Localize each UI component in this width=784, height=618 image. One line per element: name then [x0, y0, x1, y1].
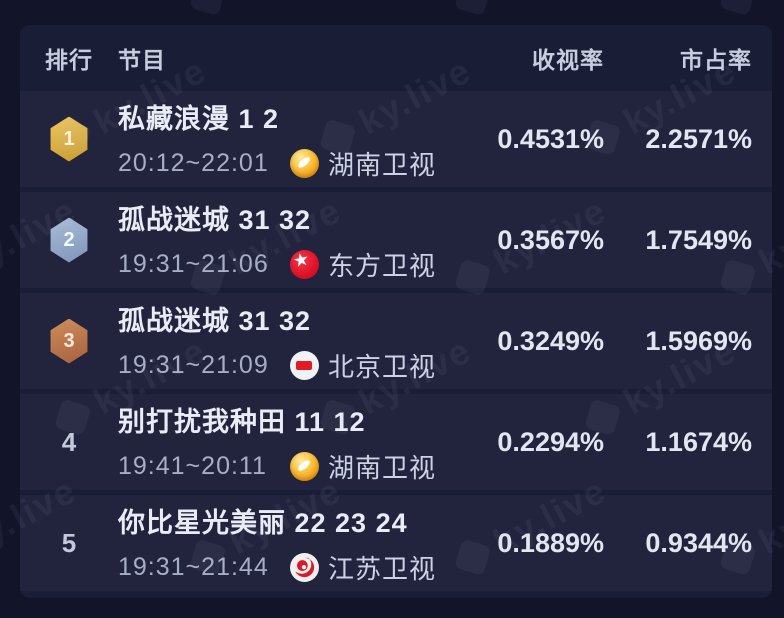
program-title: 别打扰我种田 11 12: [118, 406, 366, 437]
channel-name: 江苏卫视: [328, 553, 437, 584]
table-row[interactable]: 5 你比星光美丽 22 23 24 19:31~21:44 江苏卫视: [20, 495, 772, 591]
watermark-text: ky.live: [87, 609, 214, 618]
ky-live-diamond-icon: [454, 0, 492, 17]
program-cell: 私藏浪漫 1 2 20:12~22:01 湖南卫视: [102, 97, 454, 182]
channel-name: 湖南卫视: [328, 149, 437, 180]
watermark-text: ky.live: [0, 0, 84, 3]
table-row[interactable]: 4 别打扰我种田 11 12 19:41~20:11 湖南卫视 0.2294% …: [20, 394, 772, 490]
watermark-text: ky.live: [222, 0, 349, 3]
program-cell: 你比星光美丽 22 23 24 19:31~21:44 江苏卫视: [102, 501, 454, 586]
channel: 江苏卫视: [290, 549, 436, 586]
program-cell: 孤战迷城 31 32 19:31~21:09 北京卫视: [102, 299, 454, 384]
broadcast-time: 19:31~21:09: [118, 350, 269, 379]
watermark-item: ky.live: [715, 0, 784, 23]
rank-number: 5: [61, 527, 77, 558]
column-header-rating: 收视率: [532, 47, 604, 73]
watermark-item: ky.live: [0, 0, 84, 23]
channel: ★ 东方卫视: [290, 246, 436, 283]
rank-badge-silver: 2: [50, 217, 88, 263]
ratings-panel: 排行 节目 收视率 市占率 1 私藏浪漫 1 2 20:12~22:01 湖南卫…: [20, 25, 772, 598]
broadcast-time: 19:31~21:06: [118, 249, 269, 278]
rank-cell: 1: [36, 116, 102, 162]
channel-name: 北京卫视: [328, 351, 437, 382]
rating-value: 0.4531%: [497, 123, 604, 154]
channel: 湖南卫视: [290, 145, 436, 182]
hunan-tv-icon: [290, 451, 319, 481]
jiangsu-tv-icon: [290, 552, 319, 582]
watermark-item: ky.live: [185, 0, 349, 23]
column-header-program: 节目: [118, 47, 166, 73]
channel-name: 东方卫视: [328, 250, 437, 281]
rank-badge-gold: 1: [50, 116, 88, 162]
ky-live-diamond-icon: [719, 0, 757, 17]
dragon-tv-icon: ★: [290, 248, 319, 279]
watermark-item: ky.live: [580, 609, 744, 618]
watermark-item: ky.live: [315, 609, 479, 618]
hunan-tv-icon: [290, 148, 319, 178]
rank-cell: 2: [36, 217, 102, 263]
rating-value: 0.1889%: [497, 527, 604, 558]
broadcast-time: 19:41~20:11: [118, 451, 267, 480]
rank-cell: 4: [36, 427, 102, 458]
program-title: 孤战迷城 31 32: [118, 204, 312, 235]
watermark-text: ky.live: [352, 609, 479, 618]
share-value: 1.5969%: [645, 325, 752, 356]
table-header: 排行 节目 收视率 市占率: [20, 25, 772, 91]
broadcast-time: 19:31~21:44: [118, 552, 269, 581]
channel-name: 湖南卫视: [328, 452, 437, 483]
share-value: 0.9344%: [645, 527, 752, 558]
watermark-item: ky.live: [50, 609, 214, 618]
rank-number: 4: [61, 426, 77, 457]
rating-value: 0.2294%: [497, 426, 604, 457]
rank-cell: 5: [36, 528, 102, 559]
program-cell: 孤战迷城 31 32 19:31~21:06 ★ 东方卫视: [102, 198, 454, 283]
rank-badge-bronze: 3: [50, 318, 88, 364]
broadcast-time: 20:12~22:01: [118, 148, 269, 177]
program-cell: 别打扰我种田 11 12 19:41~20:11 湖南卫视: [102, 400, 454, 485]
channel: 湖南卫视: [290, 448, 436, 485]
program-title: 孤战迷城 31 32: [118, 305, 312, 336]
watermark-item: ky.live: [450, 0, 614, 23]
rank-cell: 3: [36, 318, 102, 364]
column-header-share: 市占率: [680, 47, 752, 73]
table-row[interactable]: 2 孤战迷城 31 32 19:31~21:06 ★ 东方卫视 0.3567% …: [20, 192, 772, 288]
watermark-text: ky.live: [752, 0, 784, 3]
program-title: 私藏浪漫 1 2: [118, 103, 280, 134]
table-row[interactable]: 3 孤战迷城 31 32 19:31~21:09 北京卫视 0.3249% 1.…: [20, 293, 772, 389]
channel: 北京卫视: [290, 347, 436, 384]
program-title: 你比星光美丽 22 23 24: [118, 507, 408, 538]
column-header-rank: 排行: [45, 47, 93, 73]
share-value: 1.7549%: [645, 224, 752, 255]
table-row[interactable]: 1 私藏浪漫 1 2 20:12~22:01 湖南卫视 0.4531% 2.25…: [20, 91, 772, 187]
beijing-tv-icon: [290, 350, 319, 380]
share-value: 2.2571%: [645, 123, 752, 154]
ky-live-diamond-icon: [189, 0, 227, 17]
rating-value: 0.3249%: [497, 325, 604, 356]
share-value: 1.1674%: [645, 426, 752, 457]
rating-value: 0.3567%: [497, 224, 604, 255]
watermark-text: ky.live: [617, 609, 744, 618]
watermark-text: ky.live: [487, 0, 614, 3]
